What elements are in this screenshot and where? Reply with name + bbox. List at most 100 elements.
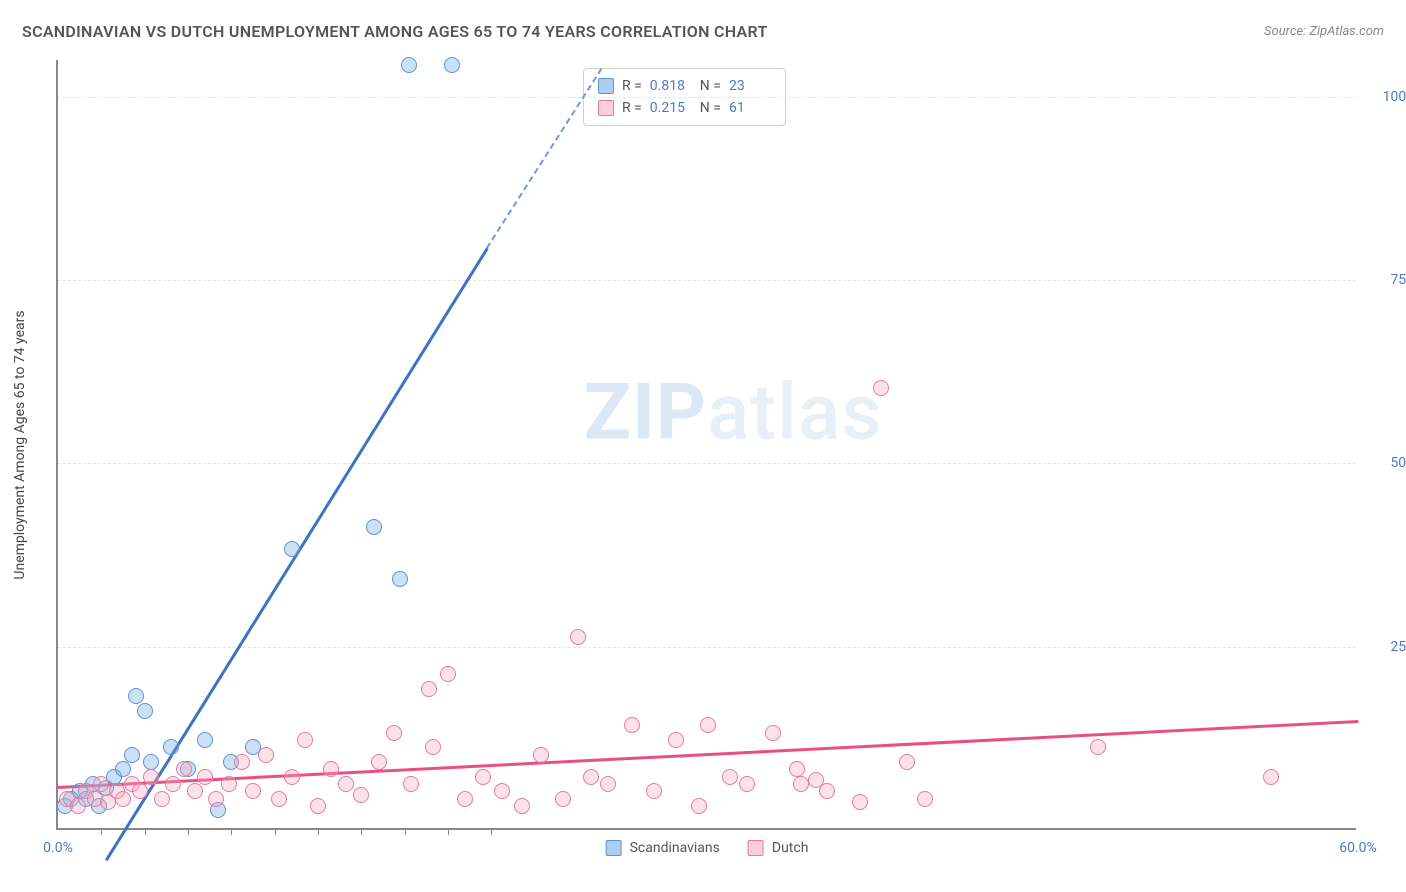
series-legend: Scandinavians Dutch (606, 840, 809, 856)
data-point (475, 769, 491, 785)
chart-container: Unemployment Among Ages 65 to 74 years Z… (50, 60, 1390, 830)
data-point (600, 776, 616, 792)
data-point (176, 761, 192, 777)
chart-title: SCANDINAVIAN VS DUTCH UNEMPLOYMENT AMONG… (22, 22, 768, 41)
legend-label: Scandinavians (630, 840, 720, 856)
data-point (425, 739, 441, 755)
plot-area: ZIPatlas R =0.818N =23R =0.215N =61 Scan… (56, 60, 1356, 830)
data-point (70, 798, 86, 814)
gridline (58, 463, 1356, 464)
data-point (93, 776, 109, 792)
data-point (765, 725, 781, 741)
data-point (494, 783, 510, 799)
data-point (197, 732, 213, 748)
y-tick-label: 25.0% (1390, 639, 1406, 655)
x-tick-label: 60.0% (1339, 840, 1377, 856)
data-point (187, 783, 203, 799)
data-point (392, 571, 408, 587)
x-tick-mark (101, 828, 102, 835)
y-tick-label: 50.0% (1390, 455, 1406, 471)
y-tick-label: 100.0% (1383, 89, 1406, 105)
legend-r-value: 0.818 (650, 75, 692, 97)
data-point (154, 791, 170, 807)
data-point (440, 666, 456, 682)
data-point (163, 739, 179, 755)
data-point (789, 761, 805, 777)
data-point (165, 776, 181, 792)
legend-label: Dutch (772, 840, 809, 856)
legend-swatch (748, 840, 764, 856)
legend-row: R =0.215N =61 (598, 97, 771, 119)
data-point (668, 732, 684, 748)
x-tick-mark (275, 828, 276, 835)
source-attribution: Source: ZipAtlas.com (1264, 24, 1384, 39)
data-point (297, 732, 313, 748)
data-point (917, 791, 933, 807)
gridline (58, 647, 1356, 648)
data-point (197, 769, 213, 785)
data-point (323, 761, 339, 777)
x-tick-mark (318, 828, 319, 835)
data-point (115, 791, 131, 807)
data-point (819, 783, 835, 799)
data-point (700, 717, 716, 733)
legend-swatch (598, 100, 614, 116)
data-point (533, 747, 549, 763)
legend-n-value: 23 (729, 75, 771, 97)
x-tick-mark (361, 828, 362, 835)
data-point (353, 787, 369, 803)
data-point (570, 629, 586, 645)
data-point (132, 783, 148, 799)
data-point (457, 791, 473, 807)
x-tick-mark (231, 828, 232, 835)
data-point (128, 688, 144, 704)
trend-line (486, 68, 603, 249)
data-point (555, 791, 571, 807)
data-point (583, 769, 599, 785)
x-tick-label: 0.0% (43, 840, 73, 856)
data-point (793, 776, 809, 792)
data-point (646, 783, 662, 799)
data-point (722, 769, 738, 785)
data-point (403, 776, 419, 792)
gridline (58, 280, 1356, 281)
gridline (58, 97, 1356, 98)
data-point (234, 754, 250, 770)
legend-n-label: N = (700, 75, 721, 97)
x-tick-mark (188, 828, 189, 835)
legend-swatch (606, 840, 622, 856)
data-point (143, 769, 159, 785)
legend-n-label: N = (700, 97, 721, 119)
data-point (115, 761, 131, 777)
legend-item: Dutch (748, 840, 809, 856)
legend-r-value: 0.215 (650, 97, 692, 119)
legend-r-label: R = (622, 97, 642, 119)
data-point (258, 747, 274, 763)
data-point (386, 725, 402, 741)
watermark: ZIPatlas (584, 368, 883, 459)
data-point (444, 57, 460, 73)
data-point (221, 776, 237, 792)
x-tick-mark (145, 828, 146, 835)
data-point (124, 747, 140, 763)
data-point (1090, 739, 1106, 755)
data-point (1263, 769, 1279, 785)
data-point (284, 769, 300, 785)
data-point (852, 794, 868, 810)
data-point (284, 541, 300, 557)
data-point (271, 791, 287, 807)
data-point (143, 754, 159, 770)
y-axis-label: Unemployment Among Ages 65 to 74 years (12, 310, 28, 579)
data-point (366, 519, 382, 535)
data-point (310, 798, 326, 814)
x-tick-mark (491, 828, 492, 835)
data-point (624, 717, 640, 733)
x-tick-mark (405, 828, 406, 835)
data-point (245, 783, 261, 799)
data-point (739, 776, 755, 792)
data-point (137, 703, 153, 719)
data-point (421, 681, 437, 697)
legend-item: Scandinavians (606, 840, 720, 856)
data-point (691, 798, 707, 814)
data-point (401, 57, 417, 73)
